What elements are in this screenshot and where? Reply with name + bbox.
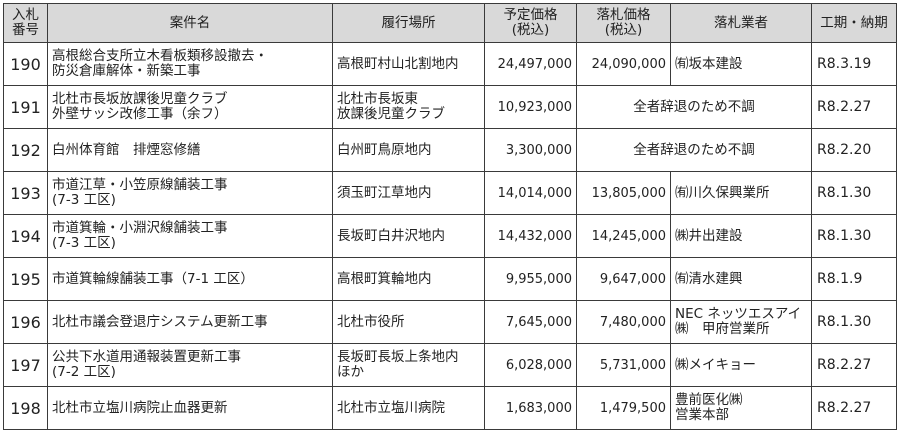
- bid-number-cell: 196: [3, 300, 48, 344]
- planned-price-cell: 7,645,000: [484, 300, 577, 344]
- table-row: 195 市道箕輪線舗装工事（7-1 工区） 高根町箕輪地内 9,955,000 9,64…: [3, 257, 897, 301]
- header-row: 入札 番号 案件名 履行場所 予定価格 (税込) 落札価格 (税込) 落札業者 …: [3, 3, 897, 43]
- winning-price-cell: 7,480,000: [576, 300, 671, 344]
- winning-price-cell: 1,479,500: [576, 386, 671, 430]
- header-location: 履行場所: [332, 3, 485, 43]
- bid-number-cell: 193: [3, 171, 48, 215]
- planned-price-cell: 24,497,000: [484, 42, 577, 86]
- header-vendor: 落札業者: [670, 3, 812, 43]
- term-cell: R8.1.30: [811, 171, 897, 215]
- location-cell: 白州町鳥原地内: [332, 128, 485, 172]
- location-cell: 高根町箕輪地内: [332, 257, 485, 301]
- bid-number-cell: 197: [3, 343, 48, 387]
- planned-price-cell: 9,955,000: [484, 257, 577, 301]
- location-cell: 北杜市立塩川病院: [332, 386, 485, 430]
- bid-number-cell: 192: [3, 128, 48, 172]
- vendor-cell: ㈲川久保興業所: [670, 171, 812, 215]
- header-term: 工期・納期: [811, 3, 897, 43]
- vendor-cell: ㈱メイキョー: [670, 343, 812, 387]
- term-cell: R8.3.19: [811, 42, 897, 86]
- vendor-cell: ㈲坂本建設: [670, 42, 812, 86]
- bid-number-cell: 191: [3, 85, 48, 129]
- bid-number-cell: 198: [3, 386, 48, 430]
- winning-price-cell: 14,245,000: [576, 214, 671, 258]
- location-cell: 長坂町長坂上条地内 ほか: [332, 343, 485, 387]
- location-cell: 北杜市長坂東 放課後児童クラブ: [332, 85, 485, 129]
- vendor-cell: ㈱井出建設: [670, 214, 812, 258]
- planned-price-cell: 1,683,000: [484, 386, 577, 430]
- bid-number-cell: 194: [3, 214, 48, 258]
- location-cell: 須玉町江草地内: [332, 171, 485, 215]
- vendor-cell: ㈲清水建興: [670, 257, 812, 301]
- bid-number-cell: 190: [3, 42, 48, 86]
- table-row: 196 北杜市議会登退庁システム更新工事 北杜市役所 7,645,000 7,480,0…: [3, 300, 897, 344]
- project-name-cell: 市道箕輪・小淵沢線舗装工事 (7-3 工区): [47, 214, 333, 258]
- table-row: 198 北杜市立塩川病院止血器更新 北杜市立塩川病院 1,683,000 1,479,5…: [3, 386, 897, 430]
- project-name-cell: 市道江草・小笠原線舗装工事 (7-3 工区): [47, 171, 333, 215]
- table-row: 197 公共下水道用通報装置更新工事 (7-2 工区) 長坂町長坂上条地内 ほか 6,02…: [3, 343, 897, 387]
- project-name-cell: 北杜市長坂放課後児童クラブ 外壁サッシ改修工事（余フ）: [47, 85, 333, 129]
- term-cell: R8.2.27: [811, 85, 897, 129]
- header-winning-price: 落札価格 (税込): [576, 3, 671, 43]
- planned-price-cell: 6,028,000: [484, 343, 577, 387]
- project-name-cell: 北杜市議会登退庁システム更新工事: [47, 300, 333, 344]
- term-cell: R8.1.30: [811, 214, 897, 258]
- term-cell: R8.2.20: [811, 128, 897, 172]
- unsuccessful-bid-note: 全者辞退のため不調: [576, 85, 812, 129]
- table-row: 190 高根総合支所立木看板類移設撤去・ 防災倉庫解体・新築工事 高根町村山北割地内 2…: [3, 42, 897, 86]
- project-name-cell: 高根総合支所立木看板類移設撤去・ 防災倉庫解体・新築工事: [47, 42, 333, 86]
- term-cell: R8.1.30: [811, 300, 897, 344]
- header-planned-price: 予定価格 (税込): [484, 3, 577, 43]
- table-row: 193 市道江草・小笠原線舗装工事 (7-3 工区) 須玉町江草地内 14,014,00…: [3, 171, 897, 215]
- project-name-cell: 北杜市立塩川病院止血器更新: [47, 386, 333, 430]
- vendor-cell: 豊前医化㈱ 営業本部: [670, 386, 812, 430]
- project-name-cell: 白州体育館 排煙窓修繕: [47, 128, 333, 172]
- planned-price-cell: 10,923,000: [484, 85, 577, 129]
- vendor-cell: NEC ネッツエスアイ㈱ 甲府営業所: [670, 300, 812, 344]
- location-cell: 北杜市役所: [332, 300, 485, 344]
- location-cell: 高根町村山北割地内: [332, 42, 485, 86]
- term-cell: R8.2.27: [811, 386, 897, 430]
- unsuccessful-bid-note: 全者辞退のため不調: [576, 128, 812, 172]
- winning-price-cell: 5,731,000: [576, 343, 671, 387]
- header-bid-number: 入札 番号: [3, 3, 48, 43]
- location-cell: 長坂町白井沢地内: [332, 214, 485, 258]
- project-name-cell: 公共下水道用通報装置更新工事 (7-2 工区): [47, 343, 333, 387]
- bid-number-cell: 195: [3, 257, 48, 301]
- project-name-cell: 市道箕輪線舗装工事（7-1 工区）: [47, 257, 333, 301]
- winning-price-cell: 13,805,000: [576, 171, 671, 215]
- term-cell: R8.2.27: [811, 343, 897, 387]
- table-row: 191 北杜市長坂放課後児童クラブ 外壁サッシ改修工事（余フ） 北杜市長坂東 放課後児童…: [3, 85, 897, 129]
- planned-price-cell: 14,014,000: [484, 171, 577, 215]
- header-project-name: 案件名: [47, 3, 333, 43]
- planned-price-cell: 3,300,000: [484, 128, 577, 172]
- table-row: 194 市道箕輪・小淵沢線舗装工事 (7-3 工区) 長坂町白井沢地内 14,432,0…: [3, 214, 897, 258]
- planned-price-cell: 14,432,000: [484, 214, 577, 258]
- winning-price-cell: 24,090,000: [576, 42, 671, 86]
- bid-results-table: 入札 番号 案件名 履行場所 予定価格 (税込) 落札価格 (税込) 落札業者 …: [3, 3, 897, 430]
- table-row: 192 白州体育館 排煙窓修繕 白州町鳥原地内 3,300,000 全者辞退のため不調 R…: [3, 128, 897, 172]
- term-cell: R8.1.9: [811, 257, 897, 301]
- winning-price-cell: 9,647,000: [576, 257, 671, 301]
